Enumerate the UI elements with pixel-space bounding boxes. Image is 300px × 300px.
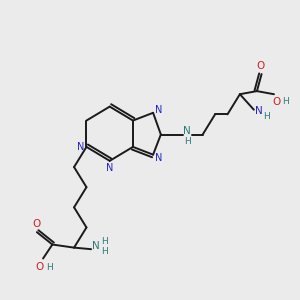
- Text: N: N: [155, 153, 162, 163]
- Text: N: N: [183, 126, 191, 136]
- Text: O: O: [257, 61, 265, 71]
- Text: N: N: [106, 163, 113, 173]
- Text: N: N: [155, 105, 162, 115]
- Text: H: H: [184, 137, 190, 146]
- Text: O: O: [272, 97, 281, 107]
- Text: O: O: [32, 219, 41, 230]
- Text: H: H: [101, 247, 107, 256]
- Text: H: H: [282, 98, 289, 106]
- Text: H: H: [46, 263, 53, 272]
- Text: N: N: [92, 241, 100, 251]
- Text: H: H: [263, 112, 270, 121]
- Text: N: N: [255, 106, 262, 116]
- Text: O: O: [36, 262, 44, 272]
- Text: N: N: [77, 142, 85, 152]
- Text: H: H: [101, 237, 107, 246]
